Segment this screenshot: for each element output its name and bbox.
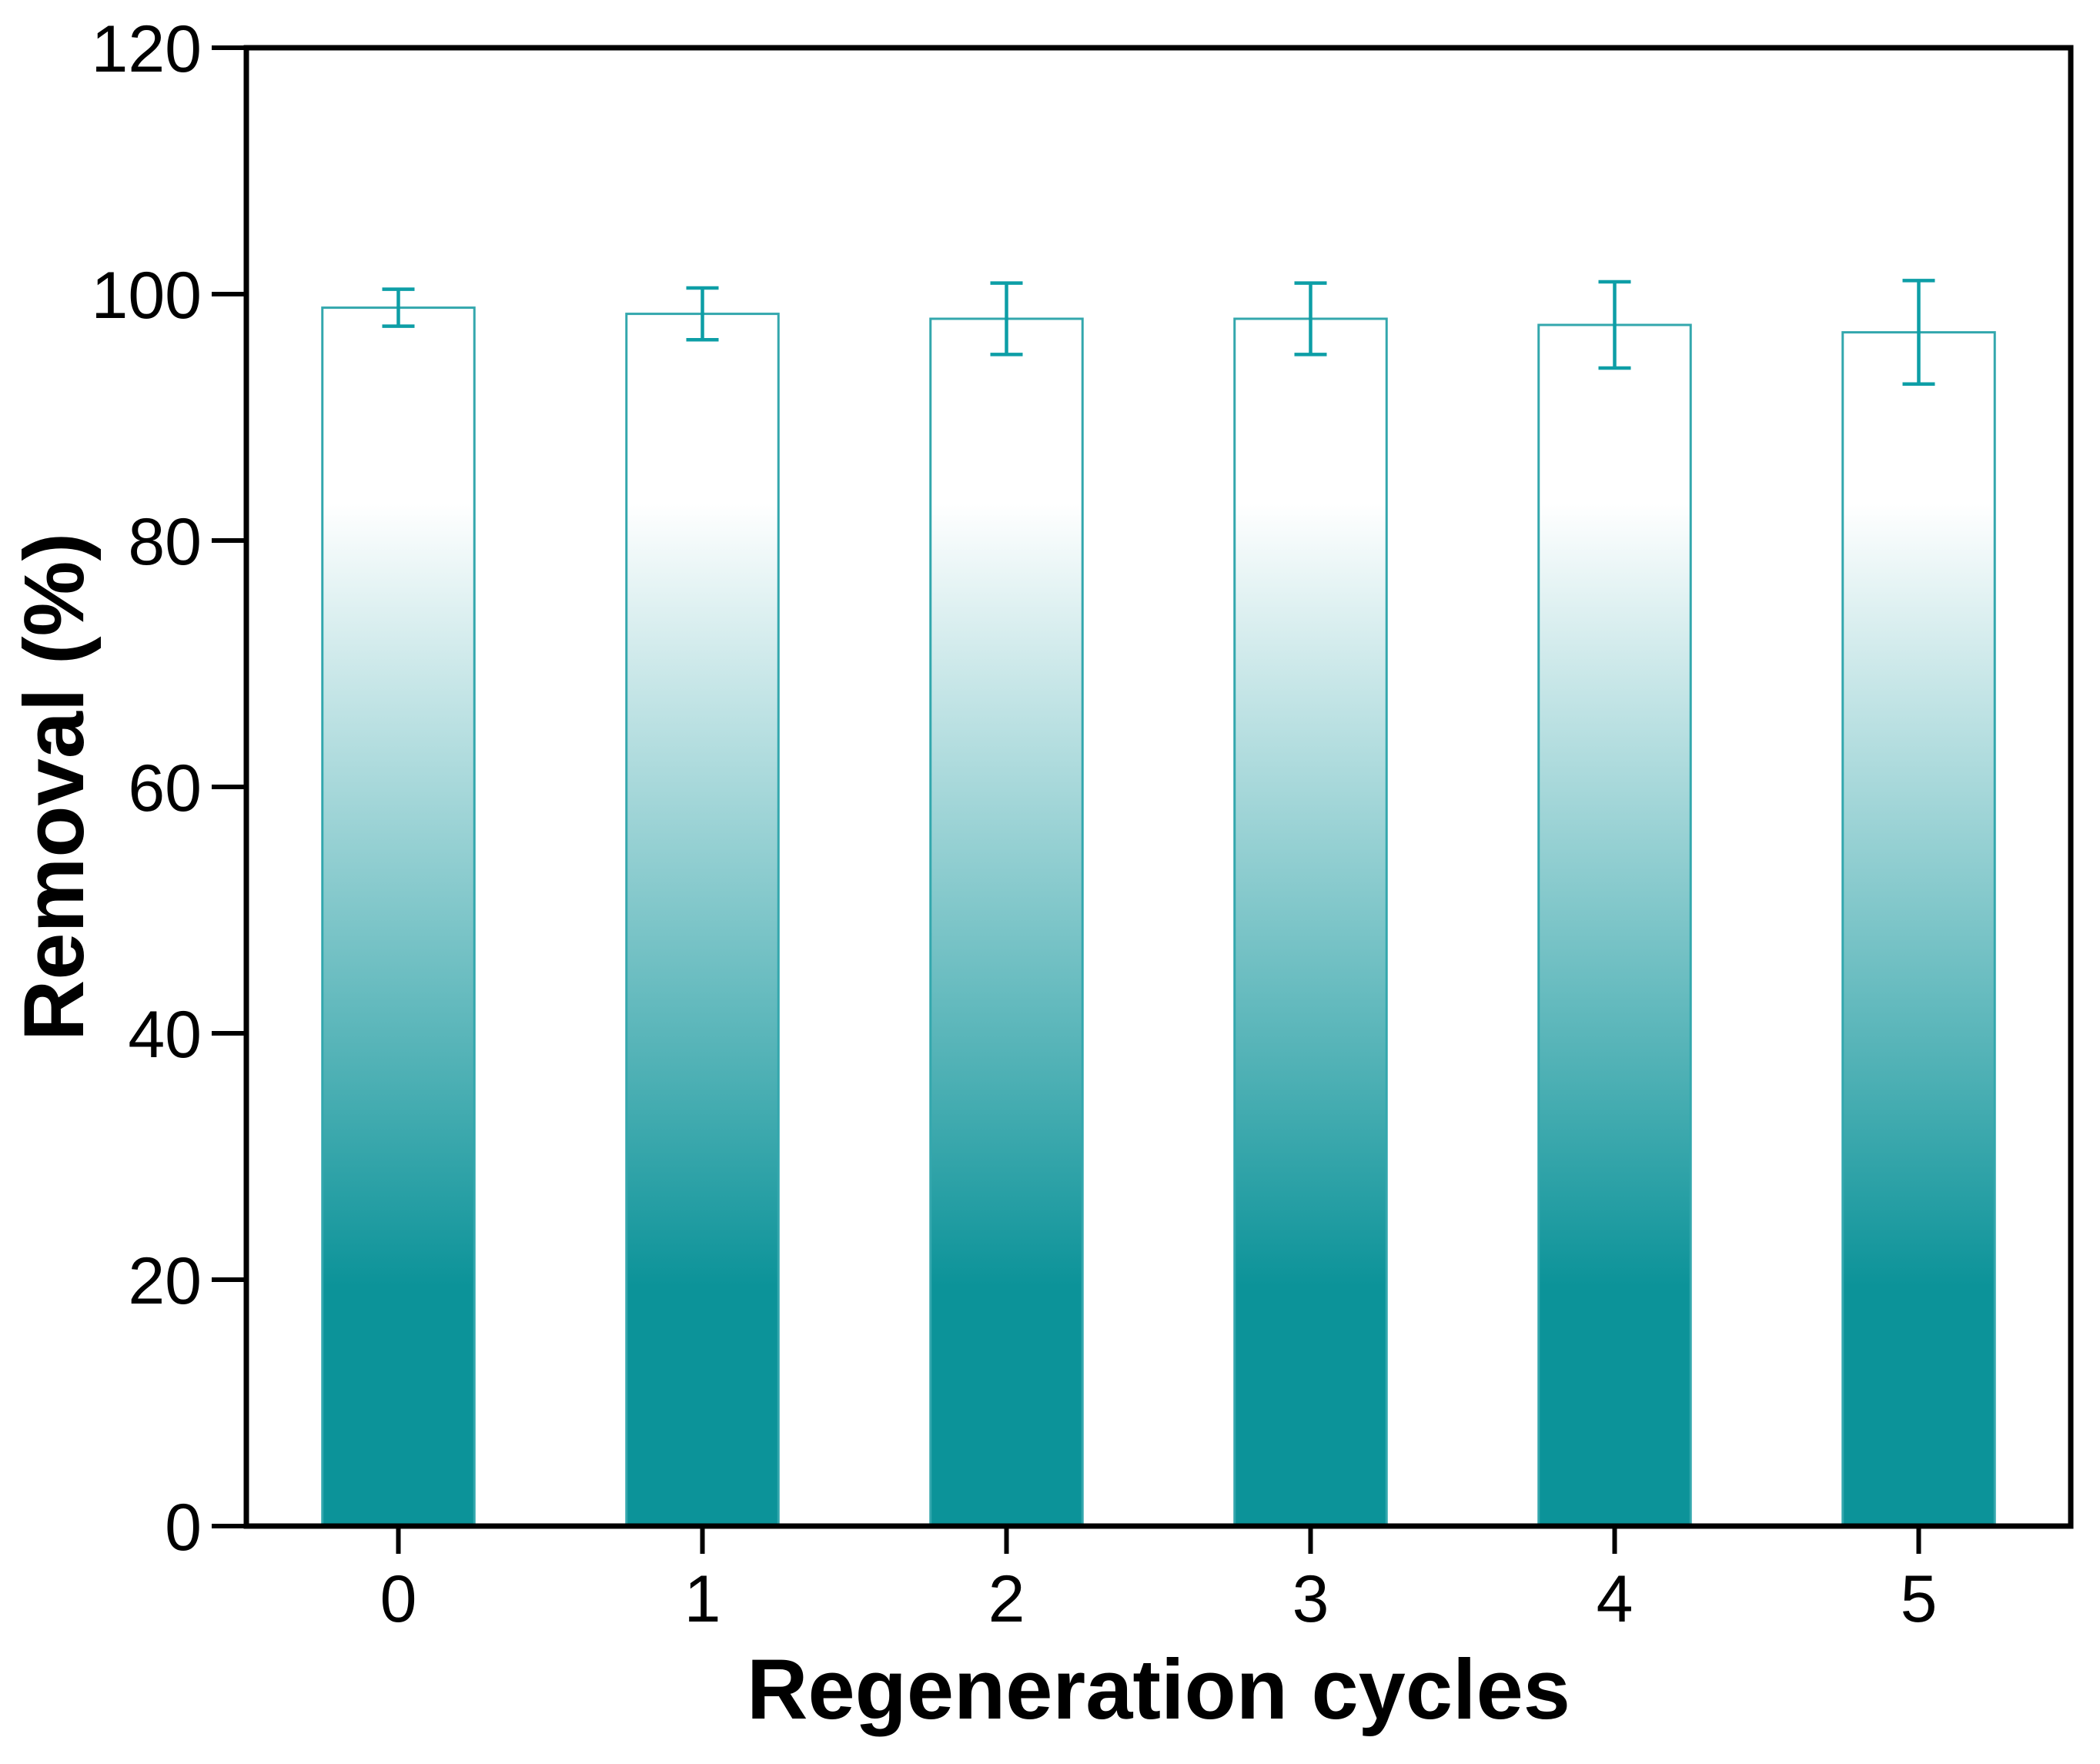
error-bars-layer: [382, 279, 1935, 387]
x-tick-label: 1: [684, 1562, 721, 1636]
bar: [625, 313, 780, 1528]
x-axis-title: Regeneration cycles: [747, 1642, 1570, 1737]
y-tick-label: 120: [92, 12, 202, 86]
bar: [321, 306, 476, 1528]
x-tick-label: 3: [1292, 1562, 1329, 1636]
bar: [1233, 317, 1388, 1528]
x-tick-label: 2: [988, 1562, 1025, 1636]
axes-layer: 0 20 40 60 80 100 120 0 1 2 3 4 5: [92, 12, 2074, 1636]
bar: [1537, 323, 1692, 1528]
y-tick-label: 20: [128, 1244, 202, 1318]
bar: [929, 317, 1084, 1528]
error-bar: [1902, 279, 1935, 387]
bars-layer: [321, 306, 1996, 1528]
error-bar: [686, 286, 719, 342]
y-tick-label: 100: [92, 259, 202, 333]
y-tick-label: 40: [128, 998, 202, 1072]
error-bar: [382, 287, 415, 328]
y-tick-label: 60: [128, 751, 202, 825]
error-bar: [990, 281, 1023, 356]
x-tick-label: 0: [380, 1562, 417, 1636]
y-tick-label: 80: [128, 505, 202, 579]
plot-frame: [243, 45, 2074, 1529]
x-tick-label: 4: [1597, 1562, 1634, 1636]
y-axis-title: Removal (%): [7, 533, 102, 1041]
error-bar: [1294, 281, 1327, 356]
bar: [1841, 331, 1996, 1528]
error-bar: [1598, 279, 1631, 370]
x-tick-label: 5: [1901, 1562, 1938, 1636]
y-tick-label: 0: [165, 1491, 202, 1565]
